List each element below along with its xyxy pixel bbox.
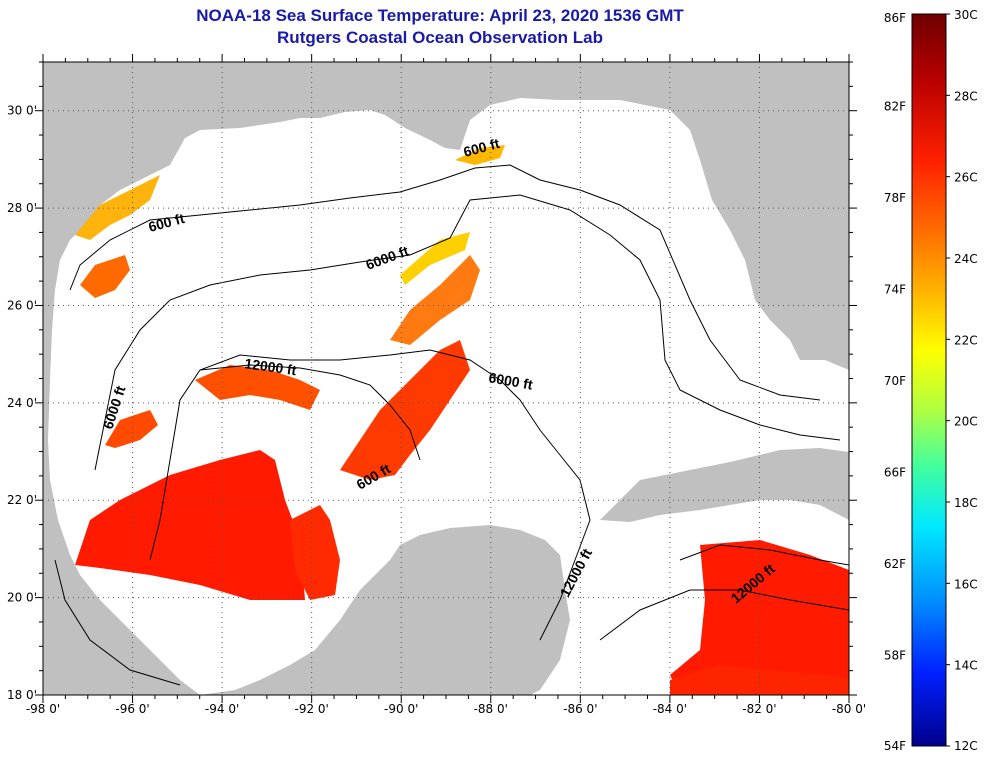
contour-caribbean-2 [599, 589, 849, 641]
lon-tick-label: -80 0' [832, 702, 866, 716]
colorbar-c-label: 26C [954, 171, 978, 185]
lon-tick-label: -86 0' [563, 702, 597, 716]
contour-6000ft [94, 194, 841, 471]
map-title: NOAA-18 Sea Surface Temperature: April 2… [196, 6, 684, 25]
sst-patch-campeche [290, 505, 340, 600]
land-florida [700, 62, 849, 370]
axes: -98 0' -96 0' -94 0' -92 0' -90 0' -88 0' -86 … [7, 54, 866, 716]
colorbar [911, 13, 947, 747]
colorbar-c-label: 24C [954, 252, 978, 266]
lat-tick-label: 22 0' [7, 493, 37, 507]
graticule [43, 62, 849, 695]
colorbar-c-label: 22C [954, 333, 978, 347]
lon-tick-label: -98 0' [26, 702, 60, 716]
colorbar-f-label: 62F [884, 557, 906, 571]
land-yucatan [200, 525, 570, 695]
sst-patch-texas-shelf [80, 255, 130, 298]
sst-patch-central-gulf [340, 340, 470, 480]
colorbar-c-label: 18C [954, 496, 978, 510]
colorbar-fahrenheit-ticks: 86F 82F 78F 74F 70F 66F 62F 58F 54F [884, 11, 906, 753]
sst-patch-texas-coast [75, 175, 160, 240]
lat-tick-label: 30 0' [7, 104, 37, 118]
sst-patch-mobile-bay [455, 145, 505, 165]
lat-tick-label: 28 0' [7, 201, 37, 215]
lat-tick-label: 26 0' [7, 298, 37, 312]
sst-patch-caribbean-south [670, 665, 849, 695]
map-subtitle: Rutgers Coastal Ocean Observation Lab [277, 28, 603, 47]
colorbar-c-label: 28C [954, 89, 978, 103]
lon-tick-label: -90 0' [384, 702, 418, 716]
colorbar-c-label: 20C [954, 415, 978, 429]
colorbar-f-label: 66F [884, 466, 906, 480]
colorbar-f-label: 70F [884, 374, 906, 388]
lat-tick-label: 20 0' [7, 591, 37, 605]
contour-600ft-north [69, 164, 821, 401]
colorbar-f-label: 78F [884, 191, 906, 205]
lon-tick-label: -92 0' [294, 702, 328, 716]
contour-label-6000ft-east: 6000 ft [487, 369, 534, 393]
contour-12000ft [199, 364, 421, 461]
sst-patch-mid-gulf [195, 365, 320, 410]
lat-tick-label: 24 0' [7, 396, 37, 410]
lon-tick-label: -94 0' [205, 702, 239, 716]
colorbar-f-label: 54F [884, 739, 906, 753]
contour-caribbean [679, 544, 849, 566]
colorbar-c-label: 16C [954, 577, 978, 591]
colorbar-f-label: 86F [884, 11, 906, 25]
lon-tick-label: -88 0' [474, 702, 508, 716]
colorbar-f-label: 58F [884, 649, 906, 663]
sst-patch-yellow-streaks [400, 232, 470, 285]
lon-tick-label: -82 0' [742, 702, 776, 716]
colorbar-f-label: 82F [884, 100, 906, 114]
contour-600ft-mexico [54, 559, 181, 686]
colorbar-celsius-ticks: 30C 28C 26C 24C 22C 20C 18C 16C 14C 12C [946, 8, 978, 753]
lon-tick-label: -96 0' [115, 702, 149, 716]
colorbar-c-label: 14C [954, 659, 978, 673]
lon-tick-label: -84 0' [653, 702, 687, 716]
colorbar-c-label: 30C [954, 8, 978, 22]
sst-patch-northeast [390, 255, 480, 345]
contour-label-12000ft-central: 12000 ft [244, 355, 298, 378]
contour-6000ft-inner [149, 349, 591, 641]
lat-tick-label: 18 0' [7, 688, 37, 702]
sst-patch-west-central [105, 410, 158, 448]
colorbar-c-label: 12C [954, 739, 978, 753]
colorbar-f-label: 74F [884, 283, 906, 297]
land-cuba [600, 448, 849, 522]
